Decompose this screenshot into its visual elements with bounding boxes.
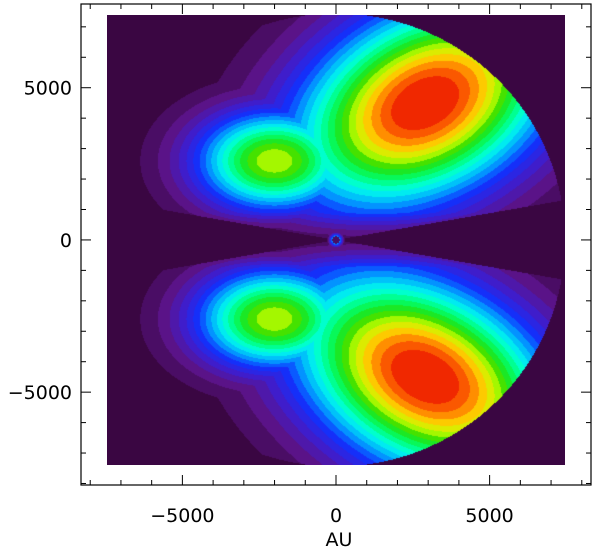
x-tick-label: 5000 bbox=[465, 505, 513, 527]
y-tick-label: 0 bbox=[60, 230, 72, 252]
heatmap-image bbox=[107, 15, 565, 465]
x-axis-title: AU bbox=[326, 529, 353, 551]
tick-labels: −5000 0 5000 −5000 0 5000 bbox=[8, 78, 514, 527]
y-tick-label: −5000 bbox=[8, 382, 72, 404]
x-tick-label: 0 bbox=[330, 505, 342, 527]
x-tick-label: −5000 bbox=[150, 505, 214, 527]
y-tick-label: 5000 bbox=[24, 78, 72, 100]
tick-marks bbox=[81, 4, 591, 485]
plot-frame bbox=[80, 3, 592, 486]
